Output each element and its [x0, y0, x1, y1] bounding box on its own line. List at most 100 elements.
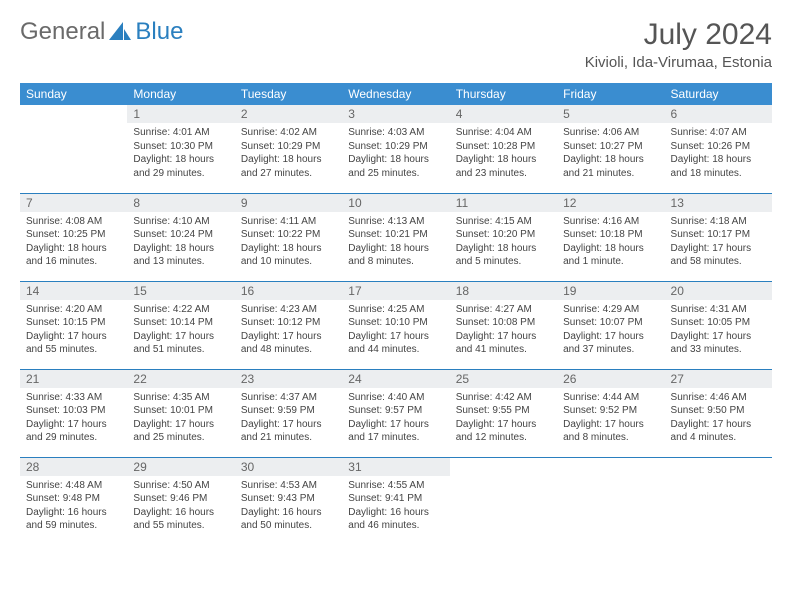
day-dl2: and 5 minutes. [456, 255, 551, 269]
day-dl2: and 33 minutes. [671, 343, 766, 357]
day-sunset: Sunset: 9:59 PM [241, 404, 336, 418]
day-sunrise: Sunrise: 4:55 AM [348, 479, 443, 493]
day-sunrise: Sunrise: 4:35 AM [133, 391, 228, 405]
day-sunrise: Sunrise: 4:29 AM [563, 303, 658, 317]
calendar-week-row: 28Sunrise: 4:48 AMSunset: 9:48 PMDayligh… [20, 457, 772, 545]
day-details: Sunrise: 4:37 AMSunset: 9:59 PMDaylight:… [235, 388, 342, 449]
day-dl2: and 21 minutes. [563, 167, 658, 181]
calendar-day-cell: 4Sunrise: 4:04 AMSunset: 10:28 PMDayligh… [450, 105, 557, 193]
day-sunrise: Sunrise: 4:40 AM [348, 391, 443, 405]
day-dl2: and 48 minutes. [241, 343, 336, 357]
month-title: July 2024 [585, 18, 772, 52]
logo: General Blue [20, 18, 183, 46]
calendar-day-cell: 30Sunrise: 4:53 AMSunset: 9:43 PMDayligh… [235, 457, 342, 545]
day-number: 17 [342, 282, 449, 300]
day-dl2: and 50 minutes. [241, 519, 336, 533]
day-details: Sunrise: 4:01 AMSunset: 10:30 PMDaylight… [127, 123, 234, 184]
day-sunrise: Sunrise: 4:15 AM [456, 215, 551, 229]
day-sunrise: Sunrise: 4:46 AM [671, 391, 766, 405]
day-sunset: Sunset: 9:46 PM [133, 492, 228, 506]
day-details: Sunrise: 4:46 AMSunset: 9:50 PMDaylight:… [665, 388, 772, 449]
day-details: Sunrise: 4:48 AMSunset: 9:48 PMDaylight:… [20, 476, 127, 537]
day-sunset: Sunset: 10:05 PM [671, 316, 766, 330]
calendar-day-cell: 26Sunrise: 4:44 AMSunset: 9:52 PMDayligh… [557, 369, 664, 457]
day-sunset: Sunset: 9:57 PM [348, 404, 443, 418]
calendar-day-cell: 24Sunrise: 4:40 AMSunset: 9:57 PMDayligh… [342, 369, 449, 457]
day-dl1: Daylight: 16 hours [26, 506, 121, 520]
calendar-day-cell: 25Sunrise: 4:42 AMSunset: 9:55 PMDayligh… [450, 369, 557, 457]
day-number: 27 [665, 370, 772, 388]
day-header: Thursday [450, 83, 557, 105]
day-dl1: Daylight: 18 hours [133, 153, 228, 167]
day-dl1: Daylight: 18 hours [26, 242, 121, 256]
day-sunset: Sunset: 10:18 PM [563, 228, 658, 242]
calendar-day-cell: 20Sunrise: 4:31 AMSunset: 10:05 PMDaylig… [665, 281, 772, 369]
day-dl2: and 27 minutes. [241, 167, 336, 181]
day-dl1: Daylight: 17 hours [456, 418, 551, 432]
day-dl1: Daylight: 18 hours [563, 242, 658, 256]
day-details: Sunrise: 4:16 AMSunset: 10:18 PMDaylight… [557, 212, 664, 273]
day-header: Friday [557, 83, 664, 105]
day-sunset: Sunset: 10:24 PM [133, 228, 228, 242]
day-sunrise: Sunrise: 4:31 AM [671, 303, 766, 317]
day-sunset: Sunset: 10:28 PM [456, 140, 551, 154]
day-details: Sunrise: 4:27 AMSunset: 10:08 PMDaylight… [450, 300, 557, 361]
day-sunrise: Sunrise: 4:01 AM [133, 126, 228, 140]
day-details: Sunrise: 4:06 AMSunset: 10:27 PMDaylight… [557, 123, 664, 184]
day-header-row: Sunday Monday Tuesday Wednesday Thursday… [20, 83, 772, 105]
day-sunset: Sunset: 10:29 PM [348, 140, 443, 154]
day-number: 6 [665, 105, 772, 123]
day-dl2: and 8 minutes. [563, 431, 658, 445]
day-details: Sunrise: 4:29 AMSunset: 10:07 PMDaylight… [557, 300, 664, 361]
day-dl2: and 41 minutes. [456, 343, 551, 357]
calendar-day-cell: 15Sunrise: 4:22 AMSunset: 10:14 PMDaylig… [127, 281, 234, 369]
day-details: Sunrise: 4:15 AMSunset: 10:20 PMDaylight… [450, 212, 557, 273]
day-dl1: Daylight: 18 hours [671, 153, 766, 167]
day-sunrise: Sunrise: 4:11 AM [241, 215, 336, 229]
day-dl1: Daylight: 17 hours [26, 330, 121, 344]
day-sunrise: Sunrise: 4:13 AM [348, 215, 443, 229]
day-number: 21 [20, 370, 127, 388]
day-dl1: Daylight: 17 hours [671, 242, 766, 256]
day-details: Sunrise: 4:08 AMSunset: 10:25 PMDaylight… [20, 212, 127, 273]
day-sunset: Sunset: 10:07 PM [563, 316, 658, 330]
day-sunrise: Sunrise: 4:07 AM [671, 126, 766, 140]
calendar-day-cell: 19Sunrise: 4:29 AMSunset: 10:07 PMDaylig… [557, 281, 664, 369]
day-sunset: Sunset: 10:14 PM [133, 316, 228, 330]
calendar-day-cell: 23Sunrise: 4:37 AMSunset: 9:59 PMDayligh… [235, 369, 342, 457]
page-header: General Blue July 2024 Kivioli, Ida-Viru… [20, 18, 772, 71]
calendar-day-cell: 14Sunrise: 4:20 AMSunset: 10:15 PMDaylig… [20, 281, 127, 369]
day-details: Sunrise: 4:11 AMSunset: 10:22 PMDaylight… [235, 212, 342, 273]
day-number: 9 [235, 194, 342, 212]
day-sunset: Sunset: 9:41 PM [348, 492, 443, 506]
day-sunrise: Sunrise: 4:25 AM [348, 303, 443, 317]
day-dl2: and 29 minutes. [133, 167, 228, 181]
day-sunset: Sunset: 10:30 PM [133, 140, 228, 154]
day-dl1: Daylight: 17 hours [563, 330, 658, 344]
day-details: Sunrise: 4:07 AMSunset: 10:26 PMDaylight… [665, 123, 772, 184]
calendar-day-cell: 31Sunrise: 4:55 AMSunset: 9:41 PMDayligh… [342, 457, 449, 545]
day-details: Sunrise: 4:50 AMSunset: 9:46 PMDaylight:… [127, 476, 234, 537]
day-sunset: Sunset: 10:01 PM [133, 404, 228, 418]
day-sunrise: Sunrise: 4:08 AM [26, 215, 121, 229]
day-dl1: Daylight: 16 hours [348, 506, 443, 520]
calendar-table: Sunday Monday Tuesday Wednesday Thursday… [20, 83, 772, 545]
day-dl1: Daylight: 17 hours [133, 418, 228, 432]
day-sunset: Sunset: 10:17 PM [671, 228, 766, 242]
day-sunset: Sunset: 10:15 PM [26, 316, 121, 330]
day-details: Sunrise: 4:40 AMSunset: 9:57 PMDaylight:… [342, 388, 449, 449]
day-dl1: Daylight: 17 hours [671, 330, 766, 344]
calendar-week-row: 21Sunrise: 4:33 AMSunset: 10:03 PMDaylig… [20, 369, 772, 457]
day-sunrise: Sunrise: 4:18 AM [671, 215, 766, 229]
day-number: 16 [235, 282, 342, 300]
calendar-day-cell [557, 457, 664, 545]
day-sunset: Sunset: 10:26 PM [671, 140, 766, 154]
day-sunset: Sunset: 10:25 PM [26, 228, 121, 242]
day-dl2: and 29 minutes. [26, 431, 121, 445]
day-details: Sunrise: 4:18 AMSunset: 10:17 PMDaylight… [665, 212, 772, 273]
day-sunrise: Sunrise: 4:23 AM [241, 303, 336, 317]
day-dl1: Daylight: 18 hours [241, 153, 336, 167]
day-dl2: and 17 minutes. [348, 431, 443, 445]
day-number: 1 [127, 105, 234, 123]
day-number: 4 [450, 105, 557, 123]
